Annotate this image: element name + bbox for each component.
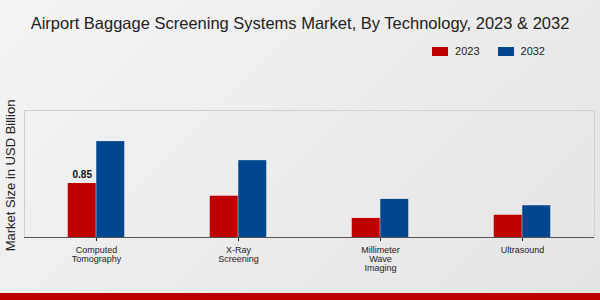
html-text:2032: 2032 <box>520 45 545 57</box>
html-text:2023: 2023 <box>455 45 480 57</box>
svg-text:Ultrasound: Ultrasound <box>501 245 545 255</box>
svg-text:0.85: 0.85 <box>73 169 93 180</box>
svg-text:X-RayScreening: X-RayScreening <box>218 245 259 264</box>
html-text:Airport Baggage Screening Syst: Airport Baggage Screening Systems Market… <box>30 14 570 32</box>
svg-text:MillimeterWaveImaging: MillimeterWaveImaging <box>361 245 400 273</box>
html-text:Market Size in USD Billion: Market Size in USD Billion <box>2 99 18 252</box>
svg-text:ComputedTomography: ComputedTomography <box>72 245 122 264</box>
